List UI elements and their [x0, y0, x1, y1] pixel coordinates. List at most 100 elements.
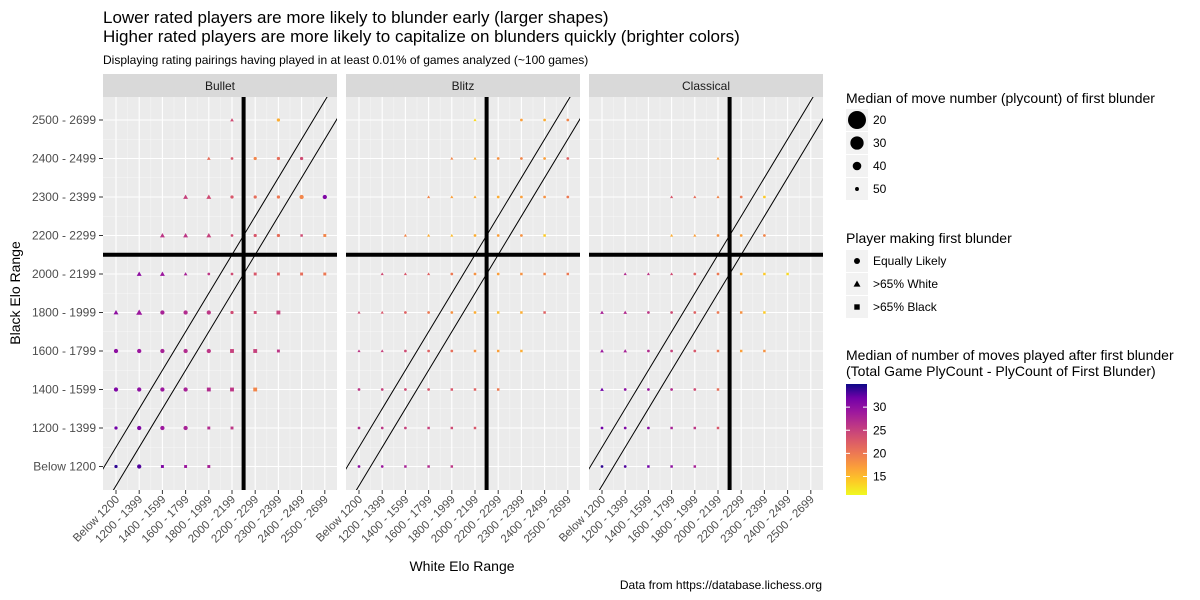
- point-circle: [520, 234, 523, 237]
- point-circle: [137, 348, 142, 354]
- colorbar-label: 20: [873, 446, 887, 460]
- point-triangle: [450, 195, 454, 199]
- point-circle: [276, 233, 281, 238]
- point-square: [763, 272, 766, 276]
- point-triangle: [357, 310, 361, 314]
- point-square: [763, 349, 766, 353]
- point-triangle: [600, 387, 604, 391]
- point-circle: [693, 272, 697, 276]
- point-circle: [763, 195, 766, 199]
- point-circle: [647, 311, 650, 314]
- point-circle: [404, 311, 407, 314]
- legend-size-title: Median of move number (plycount) of firs…: [846, 90, 1155, 106]
- point-circle: [693, 388, 697, 391]
- point-circle: [647, 426, 650, 430]
- point-square: [670, 426, 673, 430]
- point-square: [473, 388, 477, 391]
- point-circle: [763, 234, 766, 237]
- point-circle: [693, 311, 697, 314]
- point-circle: [160, 387, 165, 392]
- chart-title-line2: Higher rated players are more likely to …: [103, 27, 740, 46]
- point-square: [300, 234, 303, 237]
- y-tick-label: 1800 - 1999: [32, 306, 96, 320]
- point-square: [647, 465, 650, 468]
- point-circle: [230, 157, 234, 160]
- point-circle: [206, 310, 211, 315]
- diagonal-line: [103, 97, 328, 470]
- point-square: [520, 349, 523, 353]
- point-triangle: [136, 309, 143, 315]
- legend-size-key: [852, 161, 862, 171]
- point-square: [427, 426, 430, 430]
- point-square: [253, 349, 258, 353]
- point-circle: [299, 156, 304, 161]
- point-triangle: [646, 272, 650, 276]
- point-circle: [473, 272, 477, 276]
- point-circle: [693, 349, 697, 353]
- point-circle: [543, 157, 546, 160]
- point-square: [323, 234, 327, 237]
- point-circle: [739, 234, 743, 237]
- point-circle: [543, 118, 546, 122]
- point-square: [253, 272, 257, 276]
- point-square: [496, 349, 500, 353]
- legend-color-title-line2: (Total Game PlyCount - PlyCount of First…: [846, 363, 1156, 379]
- legend-size-label: 30: [873, 136, 887, 150]
- facet-label: Classical: [682, 79, 730, 93]
- facet-label: Bullet: [205, 79, 236, 93]
- point-circle: [520, 195, 523, 199]
- diagonal-line: [598, 118, 823, 490]
- point-square: [543, 272, 546, 276]
- point-circle: [183, 387, 188, 392]
- y-tick-label: 1200 - 1399: [32, 421, 96, 435]
- point-square: [716, 388, 720, 391]
- y-tick-label: 2200 - 2299: [32, 229, 96, 243]
- point-triangle: [600, 310, 604, 314]
- point-triangle: [159, 233, 165, 238]
- point-circle: [739, 195, 743, 199]
- point-triangle: [113, 310, 119, 315]
- point-circle: [623, 388, 627, 391]
- point-circle: [357, 426, 361, 430]
- point-triangle: [670, 233, 674, 237]
- point-circle: [716, 234, 720, 237]
- point-circle: [380, 426, 384, 430]
- colorbar-label: 30: [873, 400, 887, 414]
- point-square: [253, 311, 257, 314]
- point-triangle: [427, 272, 431, 276]
- point-circle: [566, 157, 570, 160]
- point-circle: [253, 233, 257, 238]
- y-tick-label: 1400 - 1599: [32, 383, 96, 397]
- y-tick-label: 2400 - 2499: [32, 152, 96, 166]
- point-square: [450, 465, 454, 468]
- point-triangle: [473, 156, 477, 160]
- legend-shape-title: Player making first blunder: [846, 230, 1012, 246]
- point-triangle: [450, 156, 454, 160]
- point-circle: [113, 387, 119, 392]
- point-circle: [183, 348, 188, 354]
- point-triangle: [853, 280, 861, 287]
- point-circle: [600, 465, 604, 468]
- point-triangle: [206, 233, 212, 238]
- point-circle: [600, 426, 604, 430]
- colorbar: [846, 384, 867, 495]
- point-circle: [183, 425, 188, 431]
- point-square: [300, 272, 304, 276]
- point-square: [276, 349, 280, 353]
- legend-size-label: 20: [873, 113, 887, 127]
- point-square: [427, 465, 430, 468]
- point-triangle: [473, 195, 477, 199]
- facet-strip: [346, 74, 580, 97]
- point-triangle: [183, 233, 189, 238]
- point-circle: [670, 388, 673, 391]
- point-circle: [404, 349, 407, 353]
- point-triangle: [623, 349, 628, 353]
- point-circle: [357, 388, 361, 391]
- point-triangle: [670, 195, 674, 199]
- point-square: [184, 465, 188, 468]
